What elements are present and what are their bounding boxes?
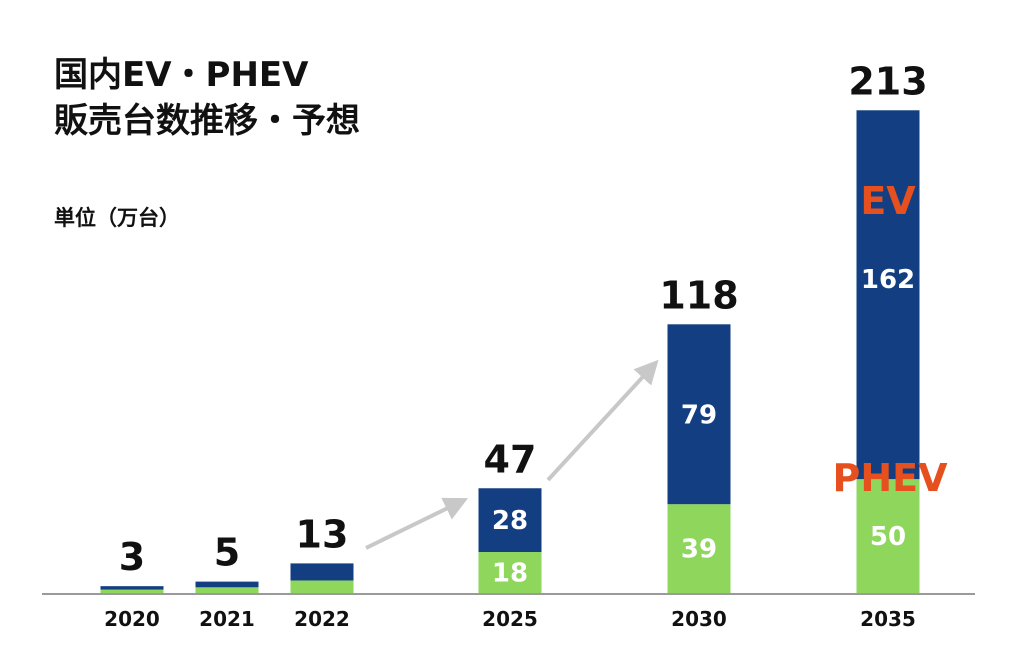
bar-phev-2025: [478, 552, 542, 593]
label-ev-2030: 79: [681, 400, 717, 430]
unit-label: 単位（万台）: [54, 206, 180, 230]
chart-title: 国内EV・PHEV 販売台数推移・予想: [54, 52, 360, 144]
x-tick-2020: 2020: [104, 607, 160, 631]
bar-ev-2035: [856, 110, 920, 480]
title-line-2: 販売台数推移・予想: [54, 101, 360, 141]
label-phev-2035: 50: [870, 522, 906, 552]
bar-ev-2020: [100, 586, 164, 590]
x-tick-2025: 2025: [482, 607, 538, 631]
label-ev-2035: 162: [861, 265, 915, 295]
series-label-phev: PHEV: [832, 456, 948, 500]
bar-phev-2020: [100, 589, 164, 593]
x-tick-2035: 2035: [860, 607, 916, 631]
bar-phev-2035: [856, 479, 920, 593]
label-phev-2025: 18: [492, 559, 528, 589]
total-label-2030: 118: [659, 273, 738, 317]
bar-ev-2022: [290, 563, 354, 581]
total-label-2022: 13: [296, 512, 349, 556]
label-phev-2030: 39: [681, 535, 717, 565]
bar-phev-2021: [195, 587, 259, 593]
title-line-1: 国内EV・PHEV: [54, 55, 309, 95]
bar-ev-2025: [478, 488, 542, 553]
x-tick-2030: 2030: [671, 607, 727, 631]
bar-ev-2030: [667, 324, 731, 505]
total-label-2025: 47: [484, 437, 537, 481]
trend-arrow-1: [365, 497, 469, 550]
series-label-ev: EV: [860, 179, 916, 223]
trend-arrow-2: [546, 359, 659, 482]
total-label-2035: 213: [848, 59, 927, 103]
x-tick-2021: 2021: [199, 607, 255, 631]
label-ev-2025: 28: [492, 506, 528, 536]
total-label-2020: 3: [119, 535, 145, 579]
bar-phev-2022: [290, 580, 354, 593]
x-tick-2022: 2022: [294, 607, 350, 631]
total-label-2021: 5: [214, 531, 240, 575]
bar-ev-2021: [195, 581, 259, 588]
bar-phev-2030: [667, 504, 731, 593]
